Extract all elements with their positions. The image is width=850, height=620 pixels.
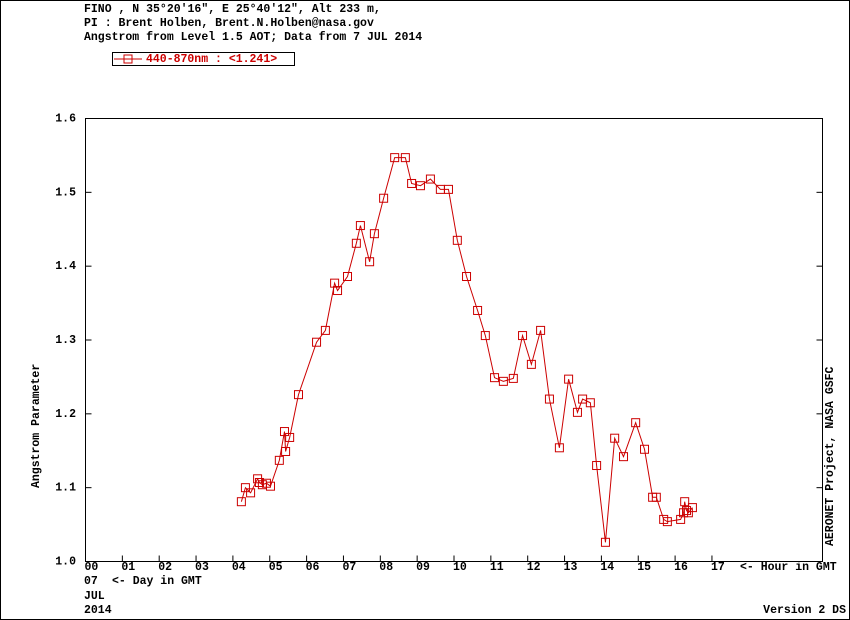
y-tick-label: 1.5 [55, 186, 76, 199]
x-tick-label: 00 [85, 561, 99, 574]
header-line: Angstrom from Level 1.5 AOT; Data from 7… [84, 31, 422, 44]
x-tick-label: 10 [453, 561, 467, 574]
day-label: 07 [84, 575, 98, 588]
x-axis-label: <- Hour in GMT [740, 561, 837, 574]
version-label: Version 2 DS [763, 604, 846, 617]
point-marker [293, 390, 303, 400]
x-tick-label: 14 [600, 561, 614, 574]
y-tick-label: 1.3 [55, 334, 76, 347]
month-label: JUL [84, 590, 105, 603]
legend-label: 440-870nm : <1.241> [146, 53, 277, 66]
point-marker [600, 537, 610, 547]
y-tick-label: 1.2 [55, 408, 76, 421]
point-marker [379, 193, 389, 203]
point-marker [236, 497, 246, 507]
point-marker [400, 153, 410, 163]
point-marker [564, 374, 574, 384]
point-marker [631, 418, 641, 428]
point-marker [651, 492, 661, 502]
point-marker [279, 427, 289, 437]
point-marker [687, 503, 697, 513]
x-tick-label: 06 [306, 561, 320, 574]
point-marker [662, 517, 672, 527]
point-marker [390, 153, 400, 163]
point-marker [585, 398, 595, 408]
point-marker [682, 506, 692, 516]
x-tick-label: 05 [269, 561, 283, 574]
point-marker [274, 455, 284, 465]
point-marker [536, 325, 546, 335]
point-marker [498, 376, 508, 386]
point-marker [281, 446, 291, 456]
point-marker [480, 331, 490, 341]
x-tick-label: 16 [674, 561, 688, 574]
point-marker [676, 514, 686, 524]
point-marker [246, 488, 256, 498]
point-marker [355, 221, 365, 231]
point-marker [554, 443, 564, 453]
point-marker [508, 373, 518, 383]
point-marker [452, 235, 462, 245]
point-marker [640, 444, 650, 454]
x-tick-label: 17 [711, 561, 725, 574]
point-marker [407, 178, 417, 188]
day-note: <- Day in GMT [112, 575, 202, 588]
point-marker [265, 481, 275, 491]
x-tick-label: 01 [121, 561, 135, 574]
y-tick-label: 1.1 [55, 482, 76, 495]
legend-box [112, 52, 295, 66]
point-marker [415, 181, 425, 191]
y-tick-label: 1.0 [55, 556, 76, 569]
point-marker [320, 325, 330, 335]
point-marker [365, 257, 375, 267]
header-line: PI : Brent Holben, Brent.N.Holben@nasa.g… [84, 17, 374, 30]
point-marker [619, 452, 629, 462]
y-axis-label: Angstrom Parameter [30, 364, 43, 488]
point-marker [544, 394, 554, 404]
point-marker [462, 272, 472, 282]
x-tick-label: 12 [527, 561, 541, 574]
x-tick-label: 08 [379, 561, 393, 574]
x-tick-label: 02 [158, 561, 172, 574]
point-marker [592, 461, 602, 471]
point-marker [330, 278, 340, 288]
point-marker [351, 238, 361, 248]
y-tick-label: 1.4 [55, 260, 76, 273]
x-tick-label: 15 [637, 561, 651, 574]
point-marker [680, 497, 690, 507]
x-tick-label: 11 [490, 561, 504, 574]
point-marker [572, 407, 582, 417]
x-tick-label: 04 [232, 561, 246, 574]
point-marker [610, 433, 620, 443]
point-marker [312, 337, 322, 347]
x-tick-label: 13 [564, 561, 578, 574]
point-marker [679, 508, 689, 518]
point-marker [473, 305, 483, 315]
header-line: FINO , N 35°20'16", E 25°40'12", Alt 233… [84, 3, 381, 16]
point-marker [285, 432, 295, 442]
point-marker [240, 483, 250, 493]
point-marker [425, 174, 435, 184]
point-marker [254, 477, 264, 487]
point-marker [526, 359, 536, 369]
point-marker [443, 184, 453, 194]
point-marker [518, 331, 528, 341]
legend-marker [123, 54, 133, 64]
point-marker [343, 272, 353, 282]
side-note: AERONET Project, NASA GSFC [824, 366, 837, 546]
x-tick-label: 07 [342, 561, 356, 574]
point-marker [490, 373, 500, 383]
point-marker [333, 286, 343, 296]
year-label: 2014 [84, 604, 112, 617]
x-tick-label: 03 [195, 561, 209, 574]
point-marker [369, 229, 379, 239]
x-tick-label: 09 [416, 561, 430, 574]
y-tick-label: 1.6 [55, 113, 76, 126]
